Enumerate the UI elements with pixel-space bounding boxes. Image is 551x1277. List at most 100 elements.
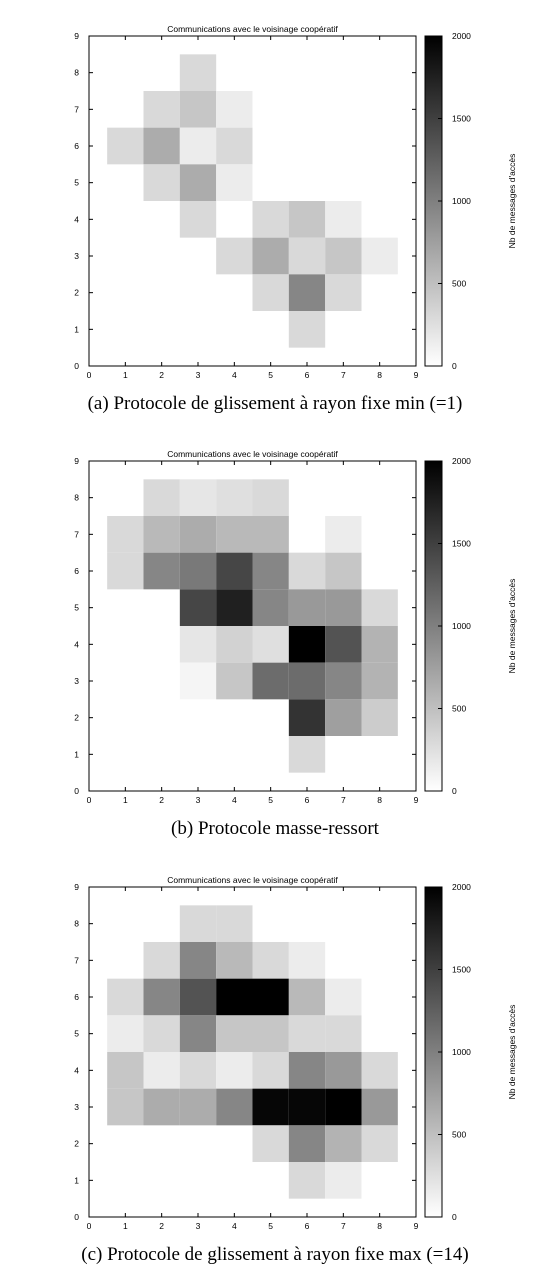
heatmap-cell [252, 274, 289, 311]
y-tick-label: 7 [74, 104, 79, 114]
heatmap-cell [107, 127, 144, 165]
heatmap-cell [288, 274, 326, 311]
heatmap-cell [143, 91, 180, 128]
x-tick-label: 4 [232, 370, 237, 380]
heatmap-cell [361, 1125, 398, 1162]
y-tick-label: 7 [74, 955, 79, 965]
heatmap-cell [361, 237, 398, 275]
heatmap-cell [216, 589, 253, 626]
y-tick-label: 8 [74, 68, 79, 78]
heatmap-cell [252, 552, 289, 590]
heatmap-cell [325, 1162, 362, 1199]
heatmap-cell [252, 626, 289, 663]
plot-frame [88, 886, 417, 1218]
heatmap-cell [179, 201, 217, 238]
heatmap-cell [325, 699, 362, 736]
heatmap-cell [216, 662, 253, 700]
figure-caption: (c) Protocole de glissement à rayon fixe… [81, 1244, 468, 1265]
y-tick-label: 5 [74, 178, 79, 188]
y-tick-label: 1 [74, 324, 79, 334]
plot-frame [88, 460, 417, 792]
colorbar-tick-label: 2000 [452, 31, 471, 41]
y-tick-label: 3 [74, 251, 79, 261]
heatmap-cell [325, 516, 362, 553]
heatmap-cell [288, 1162, 326, 1199]
heatmap-cell [288, 699, 326, 736]
heatmap-cell [361, 1052, 398, 1089]
heatmap-cell [179, 589, 217, 626]
heatmap-cell [288, 1015, 326, 1052]
heatmap-cell [216, 164, 253, 201]
heatmap-panel-2: Communications avec le voisinage coopéra… [74, 449, 517, 839]
heatmap-cell [107, 1015, 144, 1052]
heatmap-cell [179, 127, 217, 165]
x-tick-label: 3 [196, 1221, 201, 1231]
x-tick-label: 7 [341, 1221, 346, 1231]
heatmap-cell [216, 516, 253, 553]
heatmap-cell [216, 978, 253, 1016]
heatmap-cell [216, 1088, 253, 1126]
colorbar-label: Nb de messages d'accès [507, 1005, 517, 1100]
colorbar-tick-label: 1000 [452, 196, 471, 206]
x-tick-label: 5 [268, 1221, 273, 1231]
chart-title: Communications avec le voisinage coopéra… [167, 24, 338, 34]
x-tick-label: 1 [123, 370, 128, 380]
heatmap-cell [179, 164, 217, 201]
heatmap-cell [361, 1088, 398, 1126]
x-tick-label: 7 [341, 795, 346, 805]
heatmap-cell [325, 626, 362, 663]
heatmap-cell [143, 942, 180, 979]
colorbar-tick-label: 0 [452, 1212, 457, 1222]
y-tick-label: 6 [74, 566, 79, 576]
heatmap-cell [288, 589, 326, 626]
colorbar-tick-label: 1500 [452, 539, 471, 549]
heatmap-cell [252, 237, 289, 275]
colorbar-tick-label: 1000 [452, 1047, 471, 1057]
heatmap-cell [216, 552, 253, 590]
heatmap-cell [107, 978, 144, 1016]
heatmap-cell [179, 1015, 217, 1052]
heatmap-cell [216, 1015, 253, 1052]
y-tick-label: 4 [74, 214, 79, 224]
x-tick-label: 7 [341, 370, 346, 380]
y-tick-label: 1 [74, 749, 79, 759]
x-tick-label: 5 [268, 370, 273, 380]
heatmap-cell [288, 1088, 326, 1126]
y-tick-label: 0 [74, 1212, 79, 1222]
heatmap-cell [361, 589, 398, 626]
x-tick-label: 0 [87, 795, 92, 805]
figure-caption: (b) Protocole masse-ressort [171, 818, 380, 839]
colorbar-tick-label: 500 [452, 279, 466, 289]
heatmap-cell [252, 662, 289, 700]
heatmap-cell [179, 91, 217, 128]
y-tick-label: 9 [74, 456, 79, 466]
x-tick-label: 4 [232, 795, 237, 805]
heatmap-cell [216, 91, 253, 128]
heatmap-cell [252, 978, 289, 1016]
heatmap-cell [288, 736, 326, 773]
heatmap-cell [325, 552, 362, 590]
heatmap-cell [325, 589, 362, 626]
colorbar-label: Nb de messages d'accès [507, 579, 517, 674]
heatmap-cell [288, 942, 326, 979]
heatmap-cell [252, 942, 289, 979]
heatmap-cell [216, 942, 253, 979]
heatmap-cell [361, 626, 398, 663]
heatmap-cell [252, 589, 289, 626]
y-tick-label: 6 [74, 141, 79, 151]
x-tick-label: 2 [159, 1221, 164, 1231]
x-tick-label: 9 [414, 795, 419, 805]
x-tick-label: 6 [305, 795, 310, 805]
x-tick-label: 8 [377, 795, 382, 805]
x-tick-label: 5 [268, 795, 273, 805]
heatmap-cell [288, 1052, 326, 1089]
heatmap-cell [325, 201, 362, 238]
heatmap-cell [143, 164, 180, 201]
heatmap-cell [179, 1088, 217, 1126]
heatmap-cell [107, 516, 144, 553]
figure-caption: (a) Protocole de glissement à rayon fixe… [88, 393, 463, 414]
colorbar-tick-label: 1500 [452, 114, 471, 124]
heatmap-cell [252, 1015, 289, 1052]
heatmap-cell [252, 1052, 289, 1089]
